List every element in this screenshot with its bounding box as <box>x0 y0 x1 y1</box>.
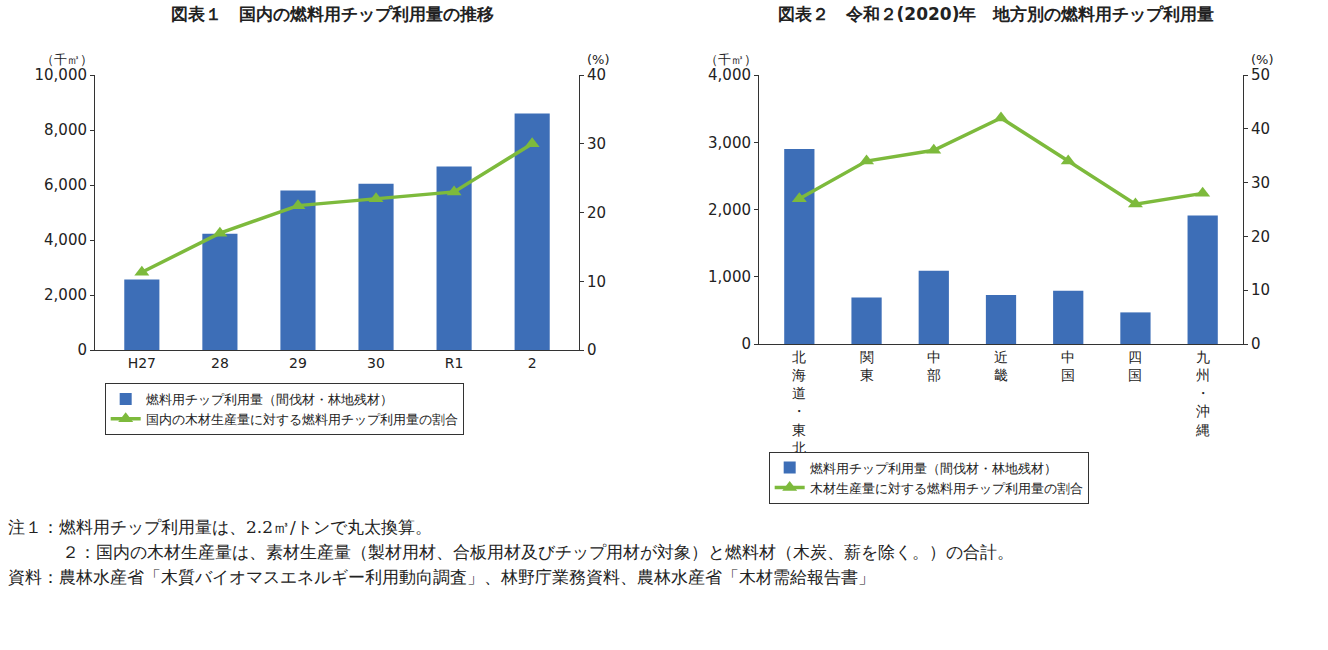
svg-text:30: 30 <box>587 135 606 153</box>
svg-text:近畿: 近畿 <box>994 349 1008 383</box>
svg-text:燃料用チップ利用量（間伐材・林地残材）: 燃料用チップ利用量（間伐材・林地残材） <box>810 461 1057 476</box>
svg-text:20: 20 <box>1251 228 1270 246</box>
svg-text:木材生産量に対する燃料用チップ利用量の割合: 木材生産量に対する燃料用チップ利用量の割合 <box>810 481 1083 496</box>
svg-text:北海道・東北: 北海道・東北 <box>792 349 806 456</box>
svg-text:28: 28 <box>211 355 229 371</box>
svg-text:0: 0 <box>77 341 87 359</box>
svg-text:4,000: 4,000 <box>708 66 751 84</box>
svg-text:8,000: 8,000 <box>44 121 87 139</box>
svg-text:40: 40 <box>1251 120 1270 138</box>
svg-text:10,000: 10,000 <box>35 66 88 84</box>
svg-text:(%): (%) <box>587 52 610 67</box>
svg-text:R1: R1 <box>445 355 464 371</box>
svg-text:10: 10 <box>587 273 606 291</box>
svg-text:中国: 中国 <box>1061 349 1075 383</box>
svg-text:40: 40 <box>587 66 606 84</box>
svg-text:2,000: 2,000 <box>708 201 751 219</box>
svg-text:図表１ 国内の燃料用チップ利用量の推移: 図表１ 国内の燃料用チップ利用量の推移 <box>171 4 494 24</box>
svg-text:30: 30 <box>1251 174 1270 192</box>
svg-text:0: 0 <box>1251 335 1261 353</box>
svg-text:関東: 関東 <box>860 349 874 383</box>
svg-text:30: 30 <box>367 355 385 371</box>
svg-text:中部: 中部 <box>927 349 941 383</box>
svg-text:H27: H27 <box>128 355 156 371</box>
svg-text:(%): (%) <box>1251 52 1274 67</box>
html-text:資料：農林水産省「木質バイオマスエネルギー利用動向調査」、林: 資料：農林水産省「木質バイオマスエネルギー利用動向調査」、林野庁業務資料、農林水… <box>8 567 875 587</box>
svg-text:国内の木材生産量に対する燃料用チップ利用量の割合: 国内の木材生産量に対する燃料用チップ利用量の割合 <box>146 412 458 427</box>
svg-text:2,000: 2,000 <box>44 286 87 304</box>
svg-text:（千㎥）: （千㎥） <box>41 52 93 67</box>
svg-text:2: 2 <box>528 355 537 371</box>
svg-text:50: 50 <box>1251 66 1270 84</box>
svg-text:（千㎥）: （千㎥） <box>705 52 757 67</box>
svg-text:0: 0 <box>587 341 597 359</box>
svg-text:20: 20 <box>587 204 606 222</box>
svg-text:1,000: 1,000 <box>708 268 751 286</box>
svg-text:0: 0 <box>741 335 751 353</box>
svg-text:29: 29 <box>289 355 307 371</box>
html-text:２：国内の木材生産量は、素材生産量（製材用材、合板用材及びチ: ２：国内の木材生産量は、素材生産量（製材用材、合板用材及びチップ用材が対象）と燃… <box>62 542 1015 562</box>
svg-text:四国: 四国 <box>1128 349 1142 383</box>
svg-text:6,000: 6,000 <box>44 176 87 194</box>
svg-text:10: 10 <box>1251 281 1270 299</box>
svg-text:3,000: 3,000 <box>708 134 751 152</box>
svg-text:燃料用チップ利用量（間伐材・林地残材）: 燃料用チップ利用量（間伐材・林地残材） <box>146 392 393 407</box>
html-text:注１：燃料用チップ利用量は、2.2㎥/トンで丸太換算。: 注１：燃料用チップ利用量は、2.2㎥/トンで丸太換算。 <box>8 517 432 537</box>
svg-text:九州・沖縄: 九州・沖縄 <box>1195 349 1210 438</box>
svg-text:図表２ 令和２(2020)年 地方別の燃料用チップ利用量: 図表２ 令和２(2020)年 地方別の燃料用チップ利用量 <box>778 4 1215 24</box>
svg-text:4,000: 4,000 <box>44 231 87 249</box>
